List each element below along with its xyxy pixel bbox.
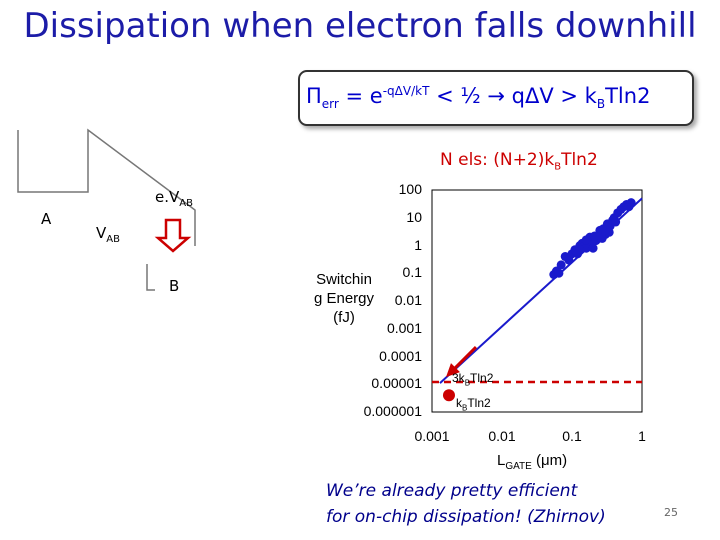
slide-caption: We’re already pretty efficient for on-ch… — [326, 478, 606, 530]
y-tick-label: 0.0001 — [379, 347, 422, 364]
y-tick-label: 1 — [414, 236, 422, 253]
kbtln2-marker — [442, 389, 455, 402]
label-evab: e.VAB — [155, 188, 193, 209]
pi-symbol: Π — [306, 84, 322, 108]
n-electrons-label: N els: (N+2)kBTln2 — [440, 150, 598, 172]
vab-main: V — [96, 224, 107, 242]
energy-b-line — [146, 264, 155, 291]
y-tick-label: 0.000001 — [363, 403, 422, 419]
annotation-arrow-head-icon — [445, 363, 460, 378]
x-tick-label: 0.001 — [414, 428, 450, 444]
ref-label-post: Tln2 — [470, 371, 494, 385]
ref-label-pre: 3k — [452, 371, 465, 385]
y-tick-label: 0.01 — [394, 292, 422, 308]
formula-b-subscript: B — [596, 97, 606, 112]
data-point — [590, 231, 600, 241]
data-point — [604, 227, 614, 237]
data-point — [581, 235, 591, 245]
formula-condition: qΔV > k — [505, 84, 597, 108]
n-els-subscript: B — [554, 161, 562, 173]
y-tick-label: 0.1 — [402, 264, 422, 281]
y-axis-label: Switchin g Energy (fJ) — [300, 270, 388, 327]
formula-box — [298, 70, 694, 126]
x-axis-label-unit: (μm) — [531, 452, 568, 469]
x-tick-label: 0.1 — [562, 428, 582, 444]
formula-err-subscript: err — [321, 97, 339, 112]
formula-tln2: Tln2 — [605, 84, 651, 108]
y-tick-label: 100 — [398, 181, 422, 197]
plot-frame — [431, 189, 643, 413]
label-a: A — [41, 210, 52, 228]
y-tick-label: 0.001 — [386, 319, 422, 336]
slide-title: Dissipation when electron falls downhill — [23, 6, 697, 46]
error-probability-formula: Πerr = e-qΔV/kT < ½ → qΔV > kBTln2 — [306, 84, 650, 111]
energy-profile-line — [17, 128, 196, 246]
data-point — [611, 217, 621, 227]
data-point — [597, 233, 607, 243]
evab-main: e.V — [155, 188, 180, 206]
caption-line-2: for on-chip dissipation! (Zhirnov) — [326, 507, 606, 527]
formula-exponent: -qΔV/kT — [382, 84, 430, 98]
label-b: B — [169, 277, 180, 295]
y-tick-label: 10 — [406, 208, 422, 225]
y-tick-label: 0.00001 — [371, 375, 422, 392]
label-vab: VAB — [96, 224, 120, 245]
annotation-arrow-shaft — [450, 346, 478, 373]
y-axis-label-line-2: g Energy — [313, 290, 375, 307]
formula-half: < ½ — [429, 84, 488, 108]
data-point — [626, 198, 636, 208]
y-axis-label-line-3: (fJ) — [333, 309, 355, 326]
x-axis-label-main: L — [497, 452, 506, 469]
vab-subscript: AB — [106, 234, 120, 245]
formula-arrow: → — [487, 84, 505, 108]
data-point — [556, 260, 566, 270]
n-els-prefix: N els: (N+2)k — [440, 150, 555, 170]
x-tick-label: 1 — [638, 428, 646, 444]
ref-label-subscript: B — [464, 378, 471, 388]
y-axis-label-line-1: Switchin — [316, 271, 372, 288]
marker-label-kbtln2: kBTln2 — [456, 396, 491, 412]
data-point — [588, 243, 598, 253]
x-tick-label: 0.01 — [488, 428, 516, 444]
caption-line-1: We’re already pretty efficient — [326, 481, 578, 501]
x-axis-label-subscript: GATE — [505, 461, 532, 472]
ref-line-label-3kbtln2: 3kBTln2 — [452, 371, 493, 387]
marker-label-subscript: B — [462, 403, 468, 413]
formula-equals: = e — [338, 84, 383, 108]
data-point — [575, 245, 585, 255]
n-els-suffix: Tln2 — [561, 150, 598, 170]
down-arrow-icon — [154, 218, 192, 253]
data-point — [554, 268, 564, 278]
energy-diagram — [17, 128, 196, 291]
page-number: 25 — [664, 506, 678, 519]
marker-label-pre: k — [456, 396, 462, 410]
x-axis-label: LGATE (μm) — [497, 452, 567, 472]
evab-subscript: AB — [179, 198, 193, 209]
marker-label-post: Tln2 — [467, 396, 491, 410]
